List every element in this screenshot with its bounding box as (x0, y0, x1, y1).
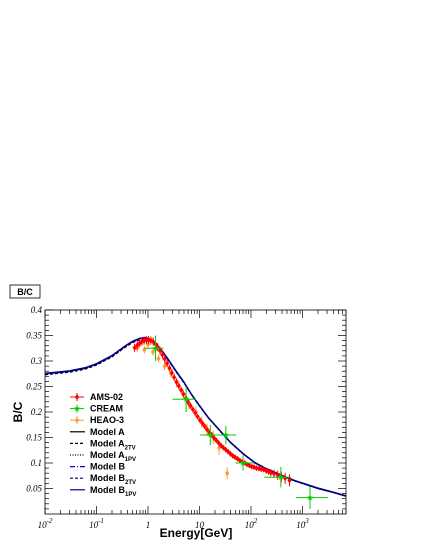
legend-label: Model A1PV (90, 450, 136, 463)
y-tick-label: 0.1 (31, 458, 42, 468)
data-point (254, 465, 259, 472)
data-point (239, 459, 247, 466)
data-point (306, 494, 314, 501)
legend-label: AMS-02 (90, 392, 123, 402)
data-point (176, 382, 181, 389)
data-point (283, 475, 288, 482)
chart-title-box: B/C (9, 284, 41, 299)
legend-marker (74, 417, 80, 424)
x-tick-exponent: -1 (98, 517, 104, 525)
x-tick-exponent: 2 (254, 517, 258, 525)
data-point (207, 431, 214, 438)
data-point (195, 413, 200, 420)
data-point (225, 470, 230, 477)
data-point (142, 346, 147, 353)
data-point (287, 477, 292, 484)
data-point (256, 465, 262, 472)
data-point (183, 396, 190, 402)
data-point (172, 374, 177, 381)
data-point (190, 406, 196, 413)
data-point (193, 410, 198, 417)
data-point (169, 369, 174, 376)
y-tick-label: 0.3 (31, 356, 43, 366)
data-point (167, 365, 172, 372)
y-tick-label: 0.2 (31, 407, 43, 417)
data-point (261, 466, 266, 473)
data-point (174, 378, 179, 385)
y-tick-label: 0.05 (26, 484, 42, 494)
axes: 0.05 0.1 0.15 0.2 0.25 0.3 0.35 0.4 10-2 10-1 1 10 1… (26, 305, 347, 530)
data-point (179, 387, 184, 394)
x-tick-label: 1 (146, 520, 151, 530)
legend-label: Model B1PV (90, 485, 136, 498)
data-point (162, 355, 167, 362)
legend-label-subscript: 2TV (125, 445, 136, 451)
data-point (277, 474, 284, 480)
data-point (202, 423, 207, 430)
chart-title-frame (9, 284, 41, 299)
y-axis-title: B/C (11, 401, 25, 422)
data-point (162, 363, 167, 370)
data-point (132, 344, 137, 351)
data-point (222, 431, 229, 438)
x-tick-label: 10-1 (89, 517, 104, 530)
x-tick-label: 103 (296, 517, 309, 530)
legend-marker (74, 394, 80, 400)
legend-label: Model B (90, 462, 125, 472)
legend-label-subscript: 1PV (125, 457, 136, 463)
data-point (197, 417, 203, 424)
data-point (144, 337, 149, 344)
data-point (152, 345, 159, 351)
data-point (160, 351, 165, 358)
x-axis-title: Energy[GeV] (160, 526, 233, 540)
legend-marker (73, 405, 81, 412)
data-point (165, 360, 170, 367)
x-tick-exponent: 3 (304, 517, 309, 525)
y-tick-label: 0.4 (31, 305, 43, 315)
data-point (204, 426, 210, 433)
y-tick-label: 0.25 (26, 382, 42, 392)
chart-title: B/C (17, 287, 33, 297)
data-point (271, 470, 277, 477)
legend-label: Model A (90, 427, 125, 437)
data-point (158, 347, 163, 354)
data-point (181, 391, 186, 398)
x-tick-label: 10-2 (38, 517, 53, 530)
x-tick-label: 10 (195, 520, 205, 530)
legend-label-subscript: 1PV (125, 492, 136, 498)
data-point (259, 466, 264, 473)
y-tick-label: 0.15 (26, 433, 42, 443)
legend-label: CREAM (90, 404, 123, 414)
data-point (156, 355, 161, 362)
legend-label: Model B2TV (90, 473, 136, 486)
x-tick-exponent: -2 (47, 517, 53, 525)
legend-label: HEAO-3 (90, 415, 124, 425)
legend-label: Model A2TV (90, 438, 136, 451)
y-tick-label: 0.35 (26, 331, 42, 341)
data-point (268, 469, 273, 476)
data-point (188, 402, 193, 409)
x-tick-label: 102 (245, 517, 258, 530)
data-point (200, 420, 205, 427)
data-point (266, 468, 271, 475)
legend-label-subscript: 2TV (125, 480, 136, 486)
data-series (44, 335, 347, 509)
